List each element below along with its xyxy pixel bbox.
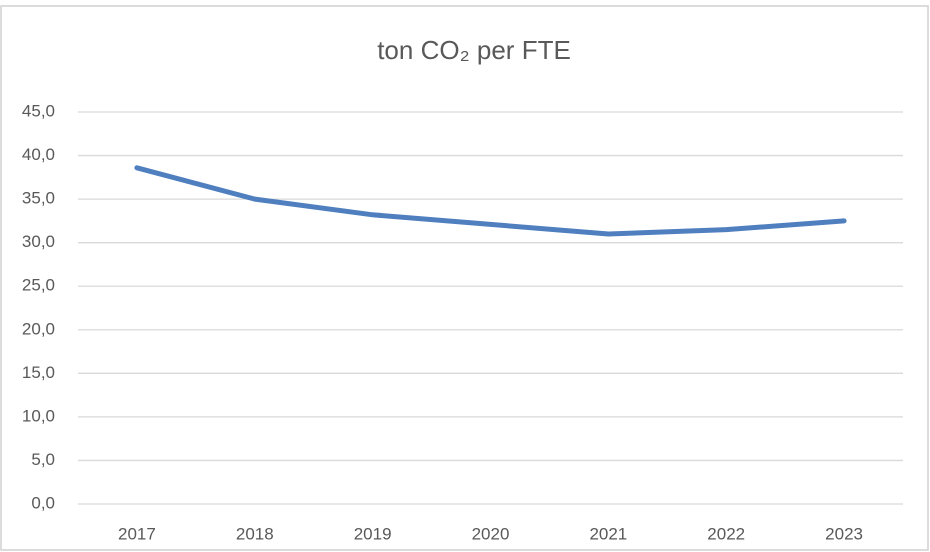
y-tick-label: 30,0	[22, 232, 55, 251]
y-tick-label: 40,0	[22, 145, 55, 164]
y-tick-label: 35,0	[22, 189, 55, 208]
y-tick-label: 45,0	[22, 101, 55, 120]
x-tick-label: 2023	[825, 524, 863, 543]
y-tick-label: 0,0	[31, 493, 55, 512]
data-line	[134, 165, 847, 237]
y-tick-label: 25,0	[22, 276, 55, 295]
y-tick-label: 15,0	[22, 363, 55, 382]
y-tick-label: 10,0	[22, 406, 55, 425]
chart-title: ton CO₂ per FTE	[377, 35, 571, 65]
x-tick-label: 2021	[589, 524, 627, 543]
x-tick-label: 2017	[118, 524, 156, 543]
x-tick-label: 2022	[707, 524, 745, 543]
x-tick-label: 2020	[472, 524, 510, 543]
y-tick-label: 20,0	[22, 319, 55, 338]
x-tick-label: 2019	[354, 524, 392, 543]
chart-frame	[0, 5, 929, 551]
y-tick-label: 5,0	[31, 450, 55, 469]
x-tick-label: 2018	[236, 524, 274, 543]
